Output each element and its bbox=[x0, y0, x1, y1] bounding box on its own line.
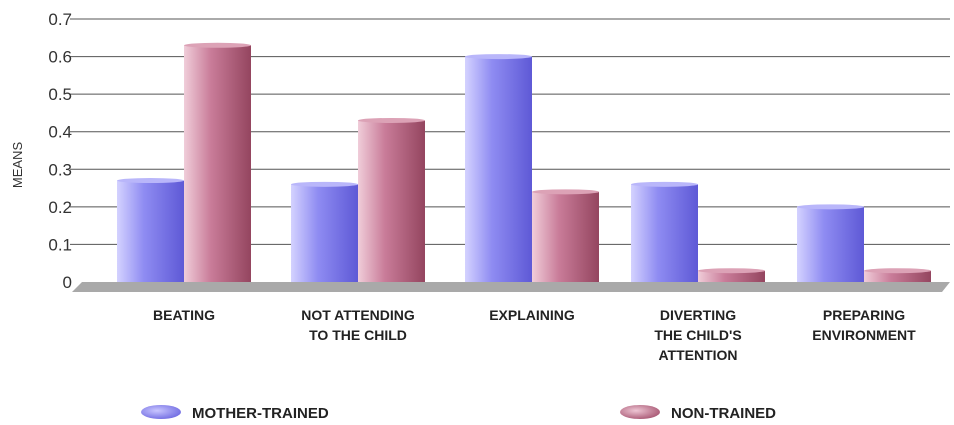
bar-top bbox=[532, 189, 599, 195]
bar-top bbox=[184, 42, 251, 48]
x-category-label: EXPLAINING bbox=[489, 307, 575, 323]
x-category-label: DIVERTING THE CHILD'S ATTENTION bbox=[654, 307, 741, 363]
bar-top bbox=[291, 181, 358, 187]
y-tick-label: 0.5 bbox=[48, 85, 72, 104]
bar-non-trained bbox=[864, 270, 931, 282]
bar-top bbox=[631, 181, 698, 187]
y-tick-label: 0 bbox=[63, 273, 72, 292]
bar-mother-trained bbox=[465, 56, 532, 283]
y-tick-label: 0.7 bbox=[48, 10, 72, 29]
bar-mother-trained bbox=[117, 180, 184, 282]
y-tick-label: 0.6 bbox=[48, 48, 72, 67]
bar-mother-trained bbox=[797, 206, 864, 282]
bar-top bbox=[698, 268, 765, 274]
bar-non-trained bbox=[698, 270, 765, 282]
bar-top bbox=[864, 268, 931, 274]
legend-label: NON-TRAINED bbox=[671, 405, 776, 422]
bar-mother-trained bbox=[631, 184, 698, 282]
bar-top bbox=[358, 117, 425, 123]
bar-top bbox=[465, 54, 532, 60]
x-category-label: BEATING bbox=[153, 307, 215, 323]
bar-non-trained bbox=[358, 120, 425, 282]
legend-swatch bbox=[141, 405, 181, 419]
bar-mother-trained bbox=[291, 184, 358, 282]
x-category-label: PREPARING ENVIRONMENT bbox=[812, 307, 916, 343]
bar-non-trained bbox=[184, 45, 251, 282]
bar-non-trained bbox=[532, 191, 599, 282]
y-tick-label: 0.2 bbox=[48, 198, 72, 217]
chart-floor bbox=[72, 282, 950, 292]
y-tick-label: 0.4 bbox=[48, 123, 72, 142]
y-tick-label: 0.1 bbox=[48, 235, 72, 254]
y-tick-label: 0.3 bbox=[48, 160, 72, 179]
legend-swatch bbox=[620, 405, 660, 419]
y-axis-label: MEANS bbox=[10, 142, 25, 189]
x-category-label: NOT ATTENDING TO THE CHILD bbox=[301, 307, 415, 343]
legend-label: MOTHER-TRAINED bbox=[192, 405, 329, 422]
bar-top bbox=[797, 204, 864, 210]
bar-top bbox=[117, 178, 184, 184]
